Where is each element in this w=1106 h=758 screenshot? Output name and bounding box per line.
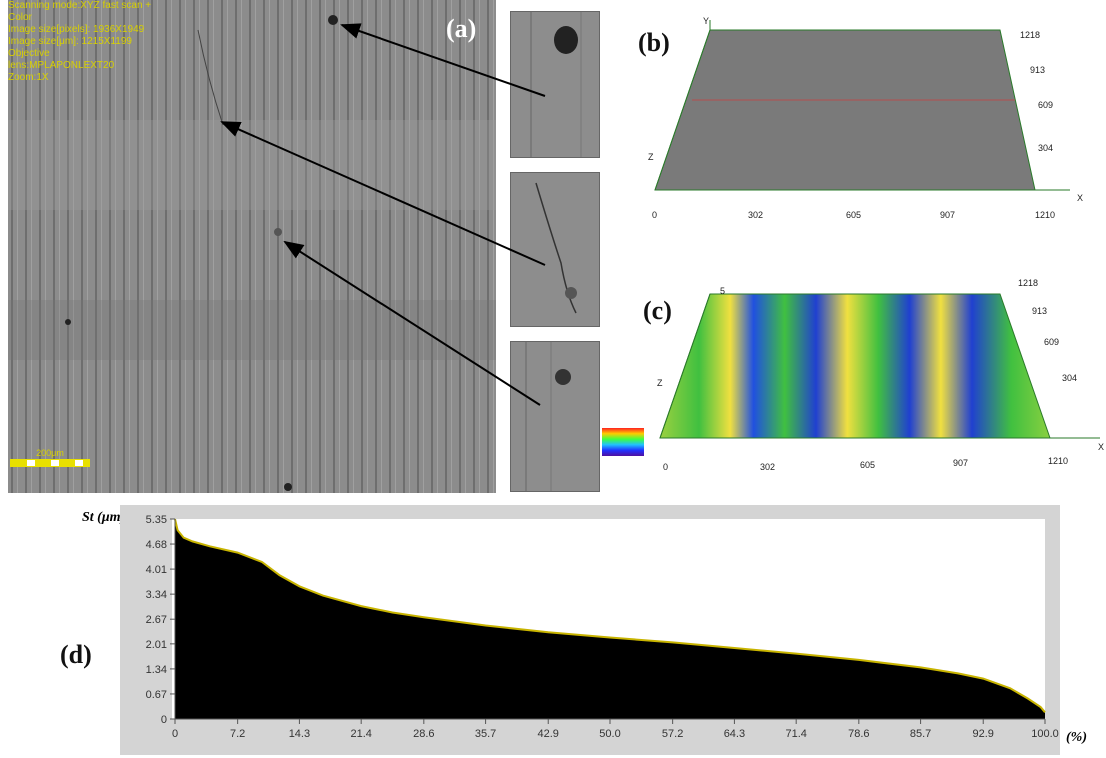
panel-b-x-tick: 907	[940, 210, 956, 220]
panel-c-x-tick: 0	[663, 462, 669, 472]
y-tick-label: 1.34	[146, 664, 167, 676]
surface-3d-gray-b	[654, 20, 1070, 191]
x-tick-label: 28.6	[413, 728, 434, 740]
y-tick-label: 4.01	[146, 564, 167, 576]
scale-bar-label: 200μm	[36, 448, 64, 458]
panel-c-corner-tick: 5	[720, 286, 726, 296]
panel-b-x-tick: 302	[748, 210, 764, 220]
scale-bar: 200μm	[10, 448, 90, 468]
scan-info-line: Image size[pixels]: 1936X1949	[8, 24, 145, 35]
panel-b-y-tick: 1218	[1020, 30, 1041, 40]
panel-b-axis-y: Y	[703, 16, 710, 26]
chart-y-axis-label: St (μm)	[82, 510, 126, 525]
micrograph-texture	[8, 0, 496, 493]
micrograph-panel-a	[8, 0, 496, 493]
detail-thumbnail-1	[510, 11, 600, 158]
y-tick-label: 2.67	[146, 614, 167, 626]
panel-c-y-tick: 913	[1032, 306, 1048, 316]
panel-b-axis-z: Z	[648, 152, 654, 162]
x-tick-label: 100.0	[1031, 728, 1059, 740]
color-scale-legend	[602, 428, 644, 456]
panel-c-axis-z: Z	[657, 378, 663, 388]
x-tick-label: 0	[172, 728, 178, 740]
scan-info-line: Zoom:1X	[8, 72, 49, 83]
scan-info-line: Scanning mode:XYZ fast scan +	[8, 0, 152, 11]
panel-b-y-tick: 913	[1030, 65, 1046, 75]
scale-bar-ruler	[10, 459, 90, 467]
y-tick-label: 0.67	[146, 689, 167, 701]
x-tick-label: 42.9	[538, 728, 559, 740]
y-tick-label: 4.68	[146, 539, 167, 551]
panel-c-x-tick: 1210	[1048, 456, 1069, 466]
panel-c-y-tick: 1218	[1018, 278, 1039, 288]
panel-c-x-tick: 302	[760, 462, 776, 472]
detail-thumbnail-3	[510, 341, 600, 492]
surface-3d-color-c	[659, 293, 1100, 439]
panel-b-axis-x: X	[1077, 193, 1084, 203]
scan-info-line: Objective	[8, 48, 50, 59]
bearing-curve-line	[174, 518, 1046, 713]
scan-info-line: Image size[μm]: 1215X1199	[8, 36, 132, 47]
x-tick-label: 57.2	[662, 728, 683, 740]
x-tick-label: 35.7	[475, 728, 496, 740]
panel-b-x-tick: 0	[652, 210, 658, 220]
scan-info-line: Color	[8, 12, 32, 23]
y-tick-label: 3.34	[146, 589, 167, 601]
scan-info-overlay: Scanning mode:XYZ fast scan + Color Image …	[8, 0, 248, 84]
y-tick-label: 0	[161, 714, 167, 726]
panel-b-y-tick: 609	[1038, 100, 1054, 110]
panel-label-c: (c)	[643, 296, 672, 325]
panel-label-a: (a)	[446, 14, 477, 43]
panel-b-x-tick: 1210	[1035, 210, 1056, 220]
panel-b-y-tick: 304	[1038, 143, 1054, 153]
scan-info-line: lens:MPLAPONLEXT20	[8, 60, 115, 71]
x-tick-label: 71.4	[785, 728, 806, 740]
x-tick-label: 50.0	[599, 728, 620, 740]
x-tick-label: 78.6	[848, 728, 869, 740]
chart-x-axis-label: (%)	[1066, 730, 1087, 745]
x-tick-label: 14.3	[289, 728, 310, 740]
panel-c-x-tick: 907	[953, 458, 969, 468]
panel-c-axis-x: X	[1098, 442, 1105, 452]
y-tick-label: 2.01	[146, 639, 167, 651]
x-tick-label: 7.2	[230, 728, 245, 740]
y-tick-label: 5.35	[146, 514, 167, 526]
panel-c-x-tick: 605	[860, 460, 876, 470]
panel-label-b: (b)	[638, 28, 670, 57]
bearing-ratio-chart: 0 7.2 14.3 21.4 28.6 35.7 42.9 50.0 57.2 64.3 71.4…	[120, 505, 1060, 755]
x-tick-label: 85.7	[910, 728, 931, 740]
panel-label-d: (d)	[60, 640, 92, 669]
panel-c-y-tick: 304	[1062, 373, 1078, 383]
x-tick-label: 92.9	[973, 728, 994, 740]
panel-c-y-tick: 609	[1044, 337, 1060, 347]
panel-b-x-tick: 605	[846, 210, 862, 220]
x-tick-label: 21.4	[350, 728, 371, 740]
bearing-area-fill	[175, 519, 1045, 719]
x-tick-label: 64.3	[724, 728, 745, 740]
